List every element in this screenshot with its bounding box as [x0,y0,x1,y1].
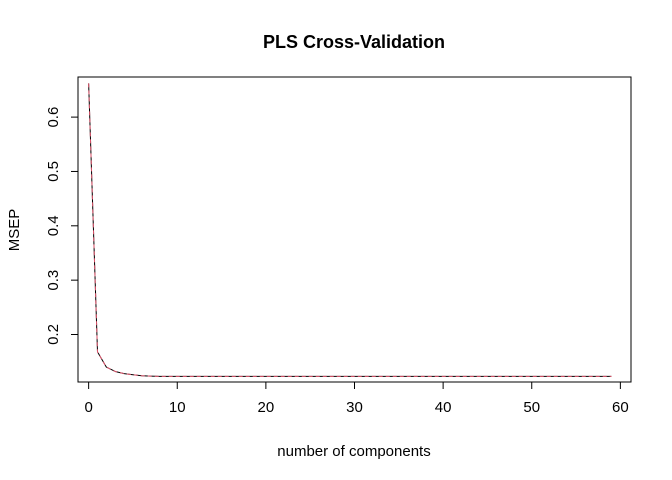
x-tick-label: 40 [435,399,452,416]
x-tick-label: 10 [169,399,186,416]
series-layer [88,83,612,377]
y-axis: 0.2 0.3 0.4 0.5 0.6 [45,107,79,345]
x-tick-label: 50 [523,399,540,416]
y-tick-label: 0.5 [45,161,62,182]
y-axis-label: MSEP [6,209,23,252]
adjcv-series-line [88,83,612,377]
y-tick-label: 0.4 [45,215,62,236]
x-tick-label: 20 [258,399,275,416]
x-tick-label: 0 [84,399,92,416]
x-axis: 0 10 20 30 40 50 60 [84,381,629,416]
x-axis-label: number of components [277,443,430,460]
y-tick-label: 0.6 [45,107,62,128]
y-tick-label: 0.2 [45,324,62,345]
y-tick-label: 0.3 [45,270,62,291]
cv-series-line [88,83,612,377]
plot-frame [77,76,632,383]
chart-title: PLS Cross-Validation [263,32,445,52]
x-tick-label: 30 [346,399,363,416]
x-tick-label: 60 [612,399,629,416]
